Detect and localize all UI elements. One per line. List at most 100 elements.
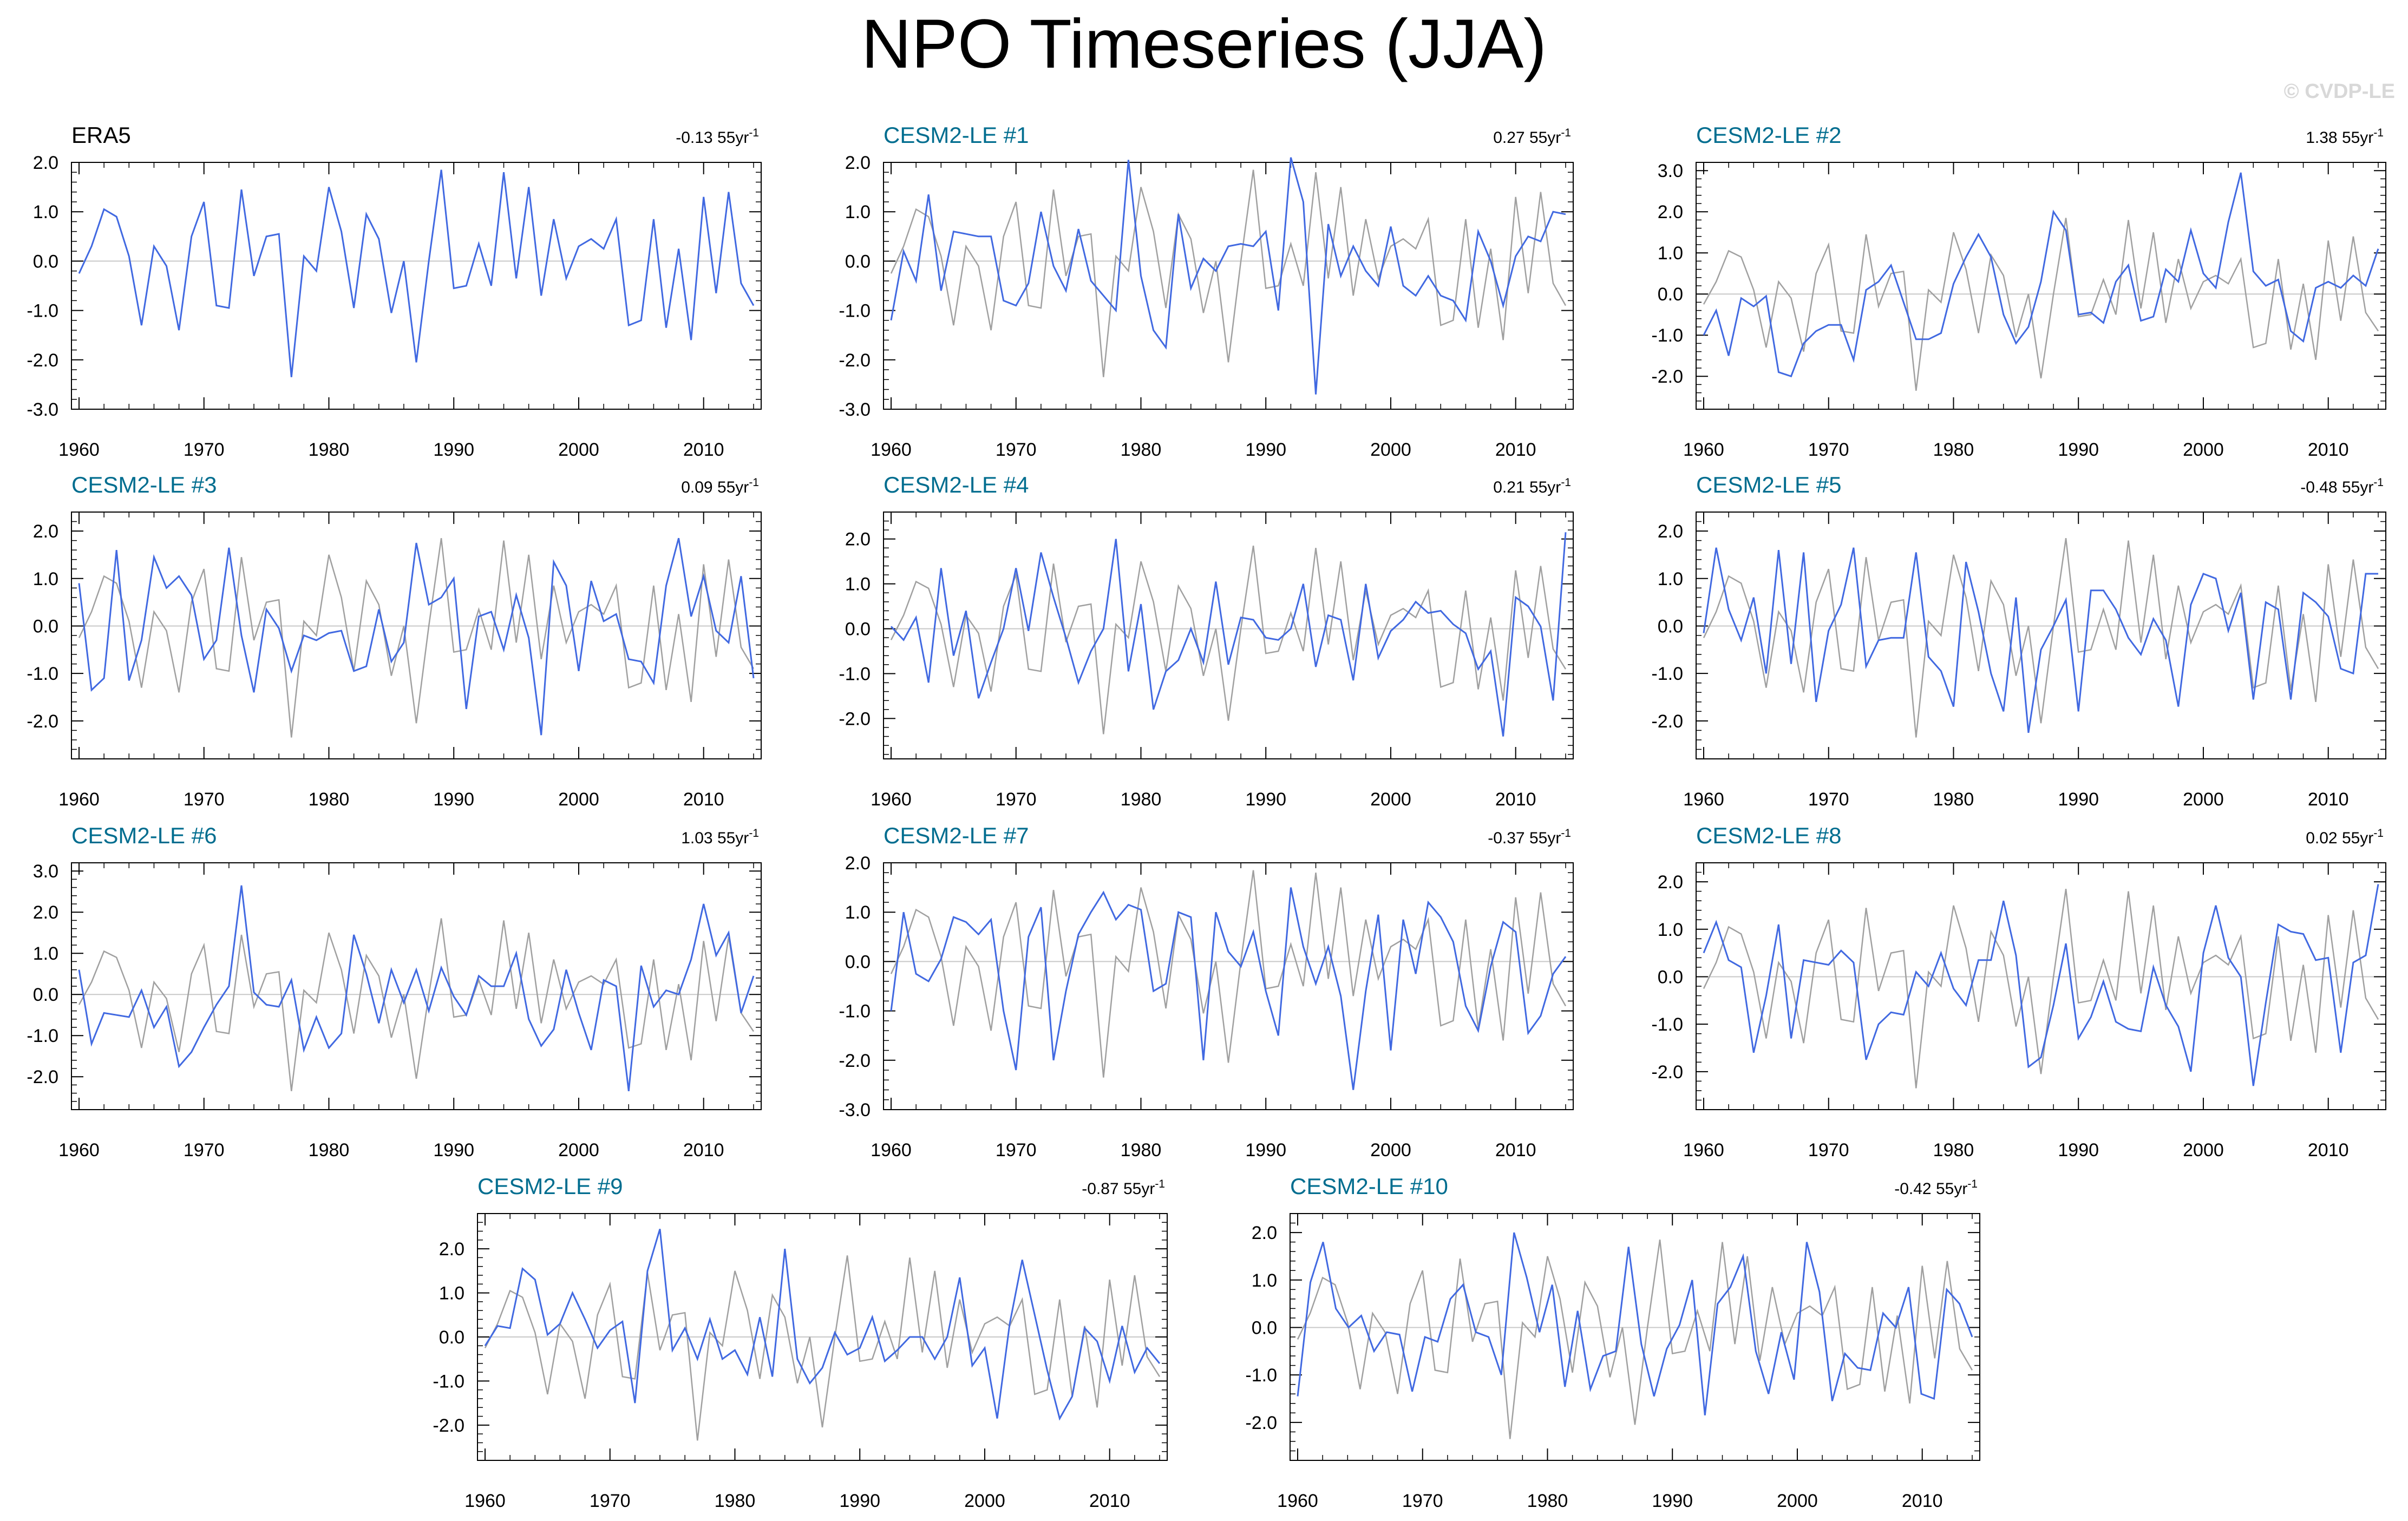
data-series-line bbox=[1703, 172, 2379, 378]
x-tick-label: 2000 bbox=[2183, 1140, 2224, 1161]
x-tick-label: 1980 bbox=[1933, 1140, 1974, 1161]
x-tick-label: 1970 bbox=[996, 1140, 1037, 1161]
x-tick-label: 1970 bbox=[590, 1491, 631, 1511]
data-series-line bbox=[1703, 547, 2378, 733]
y-tick-label: -1.0 bbox=[839, 1001, 871, 1022]
x-tick-label: 1960 bbox=[1683, 440, 1724, 460]
chart-panel: 2.0 1.0 0.0 -1.0 -2.0 1960 1970 1980 1990 2000 201… bbox=[1651, 472, 2386, 810]
y-tick-label: 1.0 bbox=[845, 574, 871, 595]
x-tick-label: 2000 bbox=[1370, 789, 1411, 810]
x-tick-label: 1970 bbox=[184, 440, 225, 460]
trend-exponent: -1 bbox=[2373, 827, 2384, 840]
x-tick-label: 1960 bbox=[1277, 1491, 1318, 1511]
reference-series-line bbox=[890, 169, 1567, 377]
x-tick-label: 1970 bbox=[1808, 1140, 1849, 1161]
y-tick-label: -2.0 bbox=[839, 1051, 871, 1071]
x-tick-label: 1960 bbox=[1683, 1140, 1724, 1161]
y-tick-label: 1.0 bbox=[845, 902, 871, 923]
trend-value: 0.21 55yr bbox=[1493, 478, 1561, 496]
x-tick-label: 1970 bbox=[1402, 1491, 1443, 1511]
plot-frame bbox=[883, 862, 1574, 1110]
y-tick-label: 1.0 bbox=[1658, 569, 1683, 589]
x-tick-label: 1970 bbox=[1808, 440, 1849, 460]
x-tick-label: 1980 bbox=[309, 789, 350, 810]
x-tick-label: 2000 bbox=[964, 1491, 1005, 1511]
y-tick-label: -1.0 bbox=[27, 301, 58, 322]
x-tick-label: 1960 bbox=[58, 789, 100, 810]
x-tick-label: 1980 bbox=[309, 440, 350, 460]
x-tick-label: 1960 bbox=[1683, 789, 1724, 810]
y-tick-label: 0.0 bbox=[1658, 967, 1683, 987]
x-tick-label: 1960 bbox=[58, 1140, 100, 1161]
y-tick-label: 1.0 bbox=[439, 1283, 464, 1304]
x-tick-label: 1980 bbox=[1121, 789, 1162, 810]
y-tick-label: 2.0 bbox=[1658, 521, 1683, 542]
trend-label: 0.21 55yr-1 bbox=[1493, 476, 1571, 496]
plot-frame bbox=[883, 162, 1574, 410]
data-series-line bbox=[1703, 884, 2379, 1086]
trend-exponent: -1 bbox=[1561, 127, 1571, 139]
panel-title: CESM2-LE #4 bbox=[884, 472, 1029, 497]
trend-value: -0.37 55yr bbox=[1488, 829, 1561, 847]
plot-frame bbox=[883, 512, 1574, 759]
trend-label: -0.42 55yr-1 bbox=[1894, 1178, 1978, 1198]
panel-title: CESM2-LE #1 bbox=[884, 122, 1029, 148]
y-tick-label: 1.0 bbox=[1658, 243, 1683, 264]
x-tick-label: 1970 bbox=[996, 789, 1037, 810]
y-tick-label: 3.0 bbox=[1658, 161, 1683, 181]
trend-label: 1.03 55yr-1 bbox=[681, 827, 759, 847]
trend-value: 0.27 55yr bbox=[1493, 129, 1561, 147]
y-tick-label: -1.0 bbox=[839, 301, 871, 322]
y-tick-label: 1.0 bbox=[845, 202, 871, 222]
y-tick-label: 1.0 bbox=[1658, 920, 1683, 940]
x-tick-label: 1980 bbox=[309, 1140, 350, 1161]
x-tick-label: 1960 bbox=[871, 440, 912, 460]
trend-value: 1.38 55yr bbox=[2306, 129, 2373, 147]
x-tick-label: 2010 bbox=[1495, 440, 1536, 460]
y-tick-label: -2.0 bbox=[1651, 1062, 1683, 1083]
trend-value: -0.13 55yr bbox=[676, 129, 749, 147]
y-tick-label: 0.0 bbox=[845, 952, 871, 972]
y-tick-label: -1.0 bbox=[1651, 1014, 1683, 1035]
reference-series-line bbox=[1703, 538, 2379, 738]
panel-title: CESM2-LE #9 bbox=[477, 1173, 623, 1199]
trend-value: -0.48 55yr bbox=[2300, 478, 2373, 496]
y-tick-label: 0.0 bbox=[33, 251, 58, 272]
panel-title: CESM2-LE #8 bbox=[1696, 823, 1841, 848]
x-tick-label: 2010 bbox=[1495, 1140, 1536, 1161]
y-tick-label: -2.0 bbox=[1651, 711, 1683, 732]
y-tick-label: 2.0 bbox=[439, 1239, 464, 1260]
y-tick-label: -1.0 bbox=[27, 664, 58, 684]
trend-exponent: -1 bbox=[749, 827, 759, 840]
x-tick-label: 2010 bbox=[1495, 789, 1536, 810]
y-tick-label: -2.0 bbox=[27, 350, 58, 371]
y-tick-label: 0.0 bbox=[845, 619, 871, 640]
x-tick-label: 1980 bbox=[1933, 789, 1974, 810]
x-tick-label: 2010 bbox=[683, 1140, 724, 1161]
trend-exponent: -1 bbox=[1967, 1178, 1978, 1190]
plot-frame bbox=[71, 162, 762, 410]
y-tick-label: -1.0 bbox=[1651, 664, 1683, 684]
x-tick-label: 2000 bbox=[2183, 789, 2224, 810]
y-tick-label: -2.0 bbox=[839, 709, 871, 729]
x-tick-label: 1990 bbox=[1245, 789, 1286, 810]
trend-label: 0.27 55yr-1 bbox=[1493, 127, 1571, 147]
trend-label: 0.02 55yr-1 bbox=[2306, 827, 2384, 847]
chart-panel: 3.0 2.0 1.0 0.0 -1.0 -2.0 1960 1970 1980 1990 2000… bbox=[27, 823, 762, 1161]
y-tick-label: -2.0 bbox=[839, 350, 871, 371]
trend-exponent: -1 bbox=[749, 476, 759, 489]
trend-exponent: -1 bbox=[749, 127, 759, 139]
panel-title: CESM2-LE #3 bbox=[71, 472, 217, 497]
y-tick-label: 1.0 bbox=[33, 569, 58, 589]
chart-panel: 3.0 2.0 1.0 0.0 -1.0 -2.0 1960 1970 1980 1990 2000… bbox=[1651, 122, 2386, 460]
x-tick-label: 1970 bbox=[1808, 789, 1849, 810]
x-tick-label: 1990 bbox=[2058, 789, 2099, 810]
reference-series-line bbox=[890, 870, 1567, 1078]
trend-value: 0.02 55yr bbox=[2306, 829, 2373, 847]
trend-exponent: -1 bbox=[1561, 827, 1571, 840]
x-tick-label: 2000 bbox=[558, 440, 599, 460]
